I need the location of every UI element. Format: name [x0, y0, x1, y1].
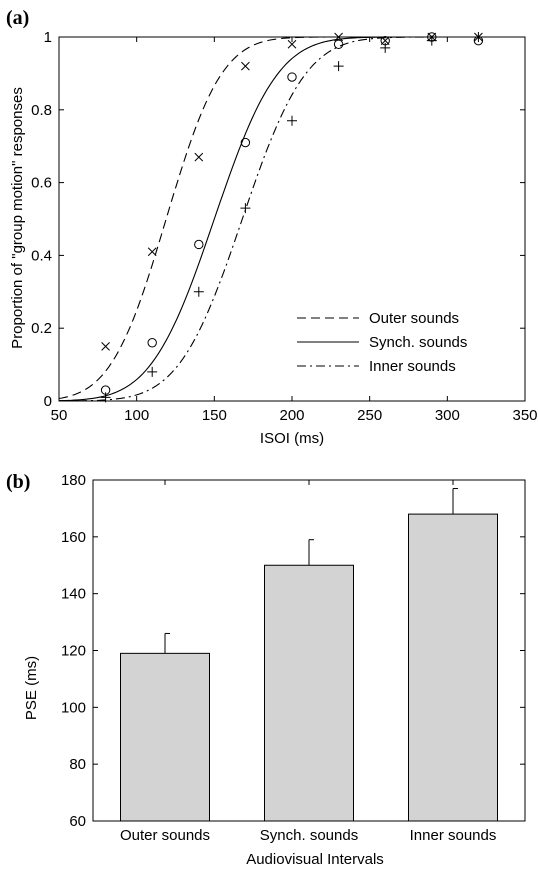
y-tick-label: 0.4 — [31, 247, 52, 264]
data-point-outer-sounds — [334, 32, 343, 42]
data-point-inner-sounds — [333, 61, 344, 72]
y-tick-label: 1 — [44, 29, 52, 46]
data-point-outer-sounds — [194, 152, 204, 162]
data-point-synch-sounds — [194, 239, 204, 250]
panel-b: (b) PSE (ms) Audiovisual Intervals 60 80 1… — [6, 471, 526, 868]
panel-a-label: (a) — [6, 7, 29, 29]
data-point-inner-sounds — [147, 366, 158, 377]
x-tick-label: 200 — [279, 407, 304, 424]
x-tick-label-inner-sounds: Inner sounds — [410, 827, 497, 844]
panel-a: (a) Proportion of "group motion" respons… — [6, 7, 538, 447]
panel-b-label: (b) — [6, 471, 30, 493]
x-axis-label: ISOI (ms) — [260, 430, 324, 447]
legend-label-outer-sounds: Outer sounds — [369, 310, 459, 327]
data-point-inner-sounds — [100, 392, 111, 403]
y-tick-label: 0.6 — [31, 175, 52, 192]
y-tick-label: 140 — [61, 586, 86, 603]
y-axis-label: PSE (ms) — [23, 656, 40, 720]
data-point-synch-sounds — [240, 137, 251, 148]
data-point-outer-sounds — [380, 36, 390, 45]
y-tick-label: 100 — [61, 699, 86, 716]
data-point-synch-sounds — [333, 39, 344, 49]
y-tick-label: 180 — [61, 472, 86, 489]
x-tick-label-synch-sounds: Synch. sounds — [260, 827, 358, 844]
y-tick-label: 160 — [61, 529, 86, 546]
data-point-inner-sounds — [193, 286, 204, 297]
data-point-synch-sounds — [147, 338, 157, 348]
x-tick-label: 250 — [357, 407, 382, 424]
y-tick-label: 0.8 — [31, 102, 52, 119]
y-tick-label: 0.2 — [31, 320, 52, 337]
data-point-inner-sounds — [426, 35, 437, 46]
data-point-inner-sounds — [380, 42, 391, 53]
x-tick-label: 50 — [51, 407, 68, 424]
legend-label-synch-sounds: Synch. sounds — [369, 334, 467, 351]
y-tick-label: 80 — [69, 756, 86, 773]
bar-outer-sounds — [120, 652, 210, 822]
y-tick-label: 0 — [44, 393, 52, 410]
data-point-outer-sounds — [241, 61, 250, 71]
data-point-synch-sounds — [287, 72, 297, 82]
x-tick-label: 350 — [512, 407, 537, 424]
x-tick-label: 300 — [435, 407, 460, 424]
bar-synch-sounds — [264, 564, 354, 822]
x-axis-label: Audiovisual Intervals — [246, 851, 384, 868]
bar-inner-sounds — [408, 513, 498, 822]
data-point-outer-sounds — [147, 247, 157, 257]
x-tick-label: 150 — [202, 407, 227, 424]
data-point-outer-sounds — [287, 39, 297, 49]
y-tick-label: 120 — [61, 643, 86, 660]
data-point-inner-sounds — [240, 203, 251, 214]
y-tick-label: 60 — [69, 813, 86, 830]
x-tick-label: 100 — [124, 407, 149, 424]
fit-curve-inner-sounds — [58, 36, 525, 402]
data-point-inner-sounds — [473, 32, 484, 42]
legend-label-inner-sounds: Inner sounds — [369, 358, 456, 375]
data-point-inner-sounds — [287, 115, 297, 126]
x-tick-label-outer-sounds: Outer sounds — [120, 827, 210, 844]
data-point-outer-sounds — [101, 342, 110, 351]
y-axis-label: Proportion of "group motion" responses — [9, 87, 26, 349]
